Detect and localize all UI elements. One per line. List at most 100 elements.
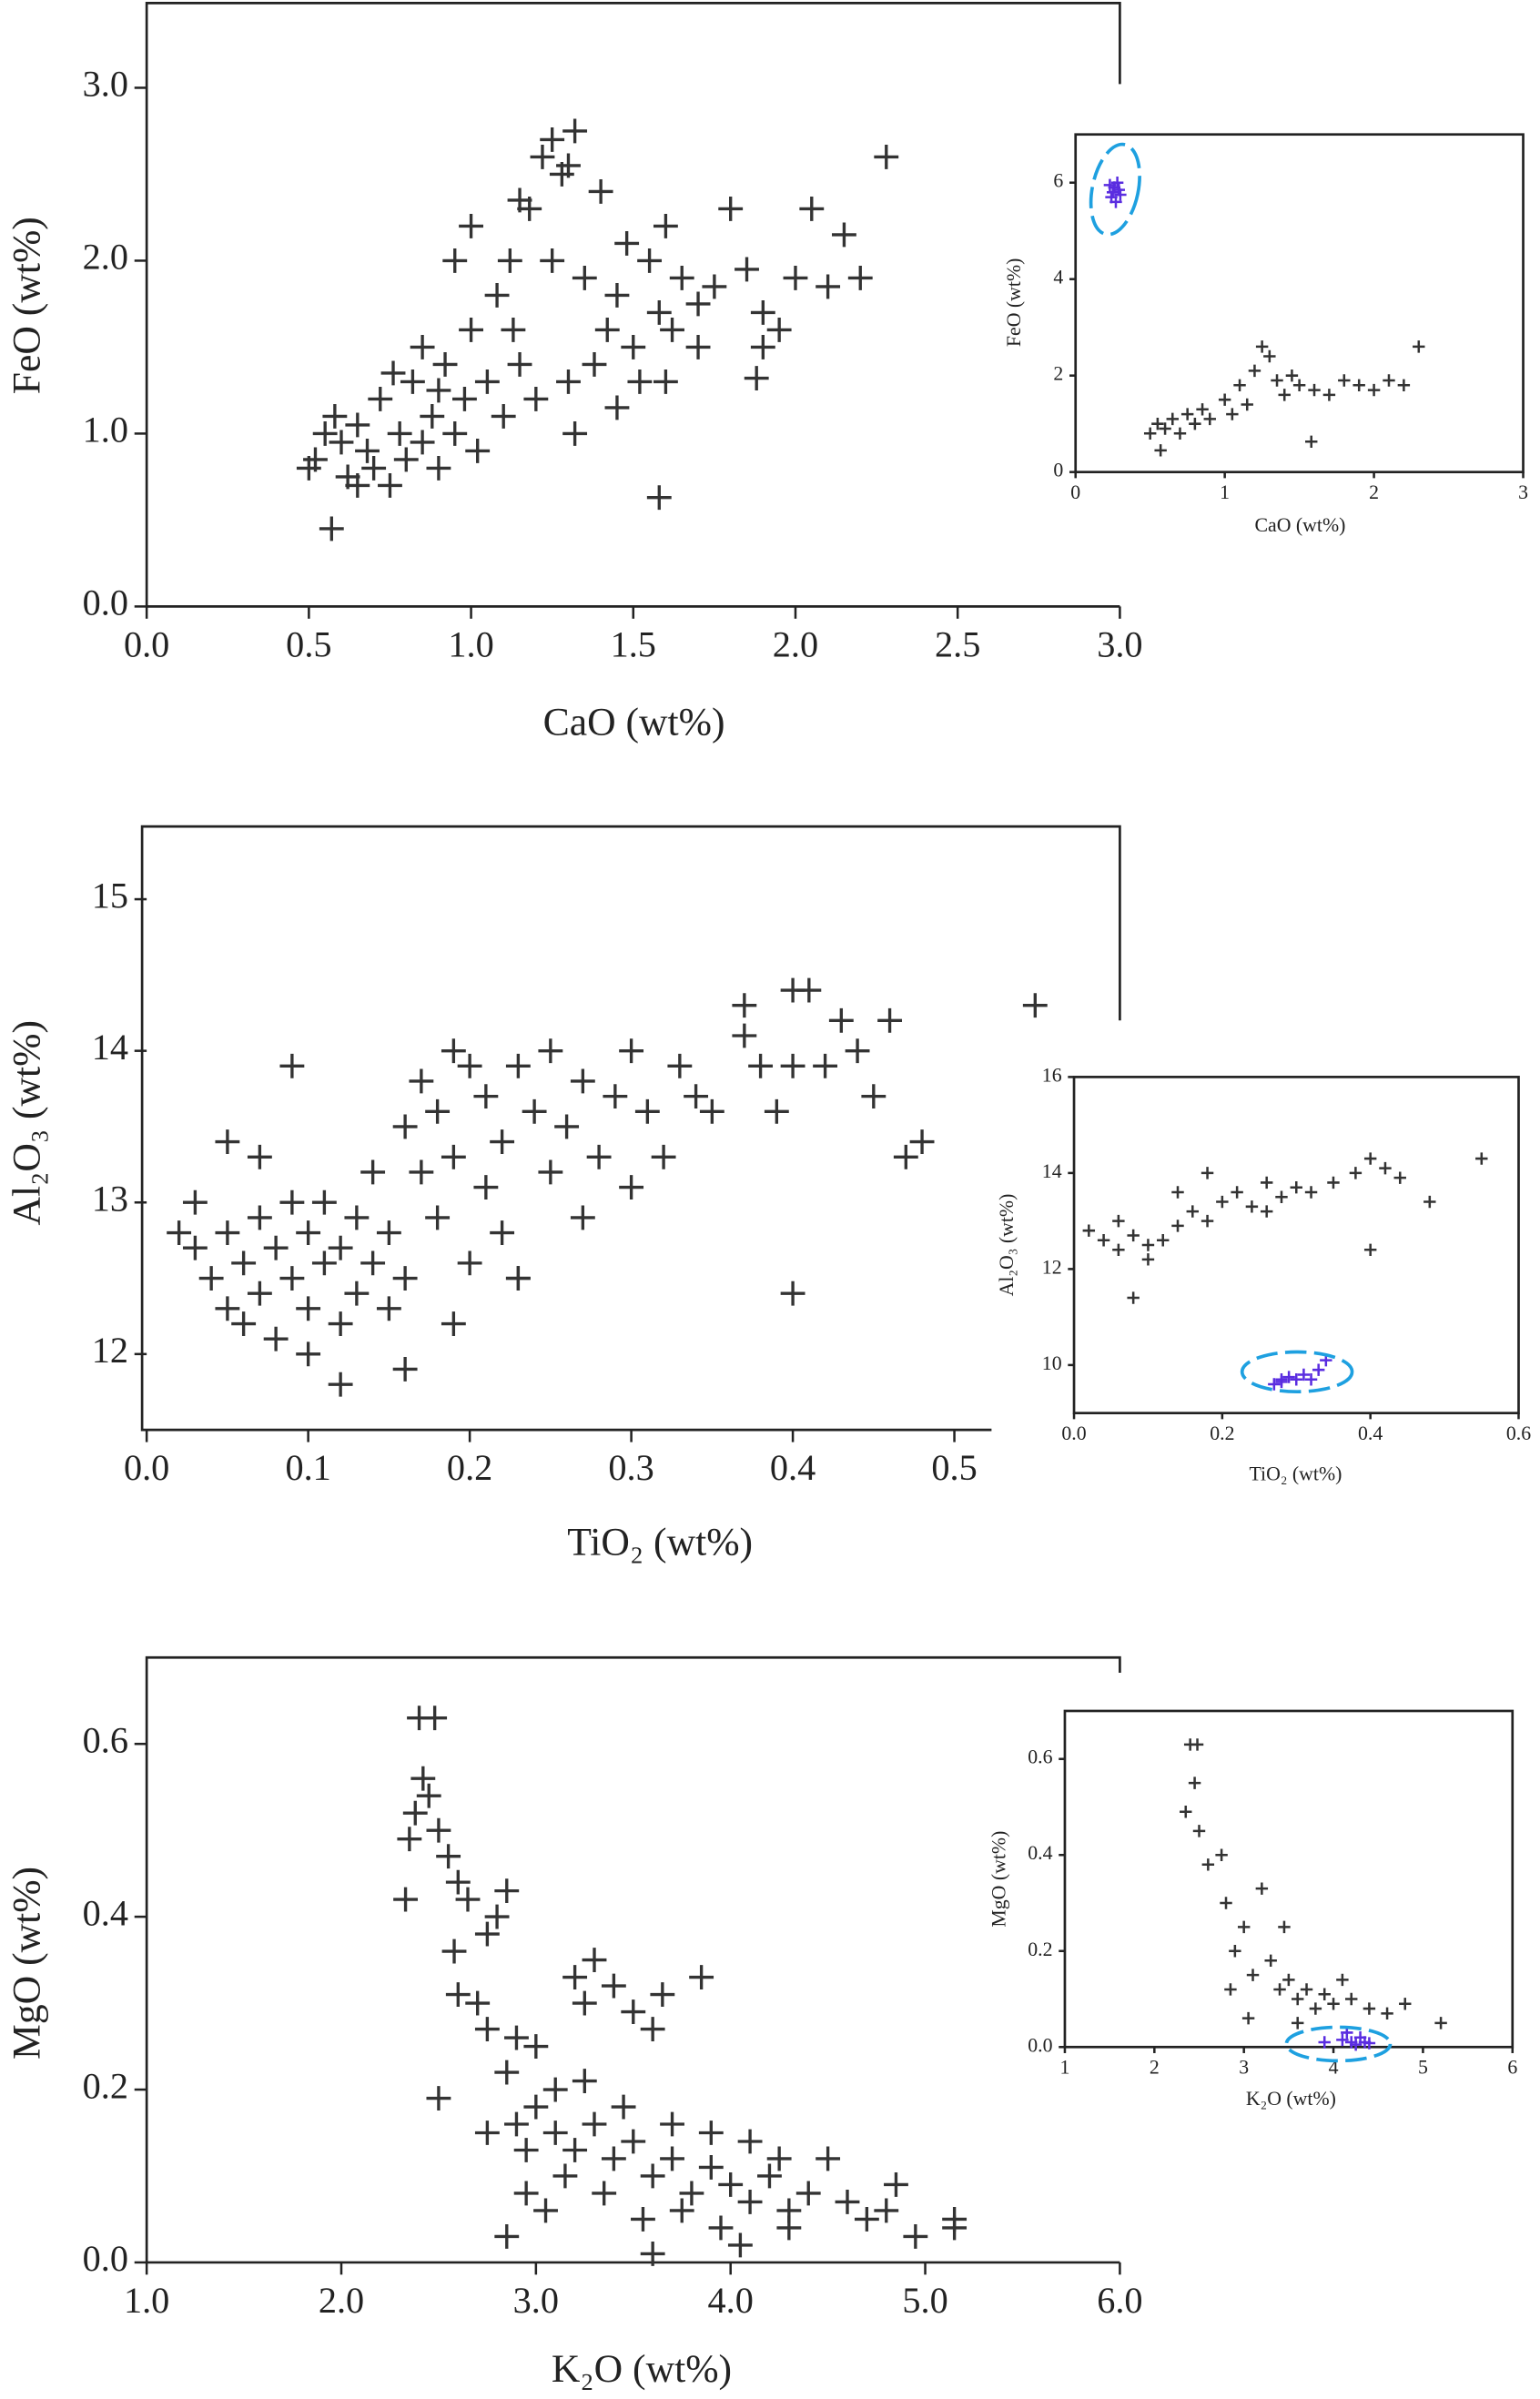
y-axis-label: Al₂O₃ (wt%) [996,1194,1018,1297]
point [231,1250,257,1276]
y-tick-label: 0.2 [1028,1938,1052,1960]
point [1300,1983,1313,1996]
point [1304,1373,1318,1386]
point [572,2069,597,2093]
y-tick-label: 1.0 [83,410,128,450]
point [1112,1214,1125,1228]
point [735,257,759,282]
y-axis-label: MgO (wt%) [988,1831,1009,1928]
y-tick-label: 12 [92,1330,128,1371]
point [634,1098,660,1124]
x-tick-label: 0.5 [286,623,331,664]
point [1127,1291,1140,1304]
point [279,1189,305,1215]
point [473,1084,499,1109]
point [909,1129,935,1155]
point [368,386,393,411]
x-tick-label: 2 [1369,481,1379,503]
point [582,2111,607,2137]
y-tick-label: 10 [1042,1352,1062,1374]
x-axis-label: K₂O (wt%) [1246,2088,1336,2110]
point [732,1023,757,1048]
inset-frame [1063,1709,1515,2049]
point [491,403,516,429]
point [1201,1858,1215,1871]
point [1103,178,1117,192]
point [619,1175,644,1200]
point [1241,398,1253,411]
x-tick-label: 4 [1329,2056,1339,2078]
point [425,1205,451,1230]
point [750,334,775,359]
point [455,1887,481,1912]
point [1171,1220,1184,1232]
point [490,1220,515,1245]
point [426,378,451,403]
point [847,265,873,290]
point [497,248,522,273]
point [1271,374,1283,387]
point [1106,186,1120,199]
point [409,1159,434,1185]
point [884,2172,908,2197]
point [1127,1229,1140,1242]
point [1349,2038,1363,2051]
x-tick-label: 1.0 [448,623,493,664]
point [621,2129,646,2154]
point [1189,417,1201,430]
point [296,1220,321,1245]
point [1381,2007,1393,2020]
point [432,351,458,377]
point [504,2025,529,2050]
point [360,1250,386,1276]
point [660,2146,684,2171]
y-tick-label: 2.0 [83,237,128,278]
point [376,1296,401,1321]
point [1215,1848,1228,1861]
point [402,1800,428,1826]
point [1255,340,1269,353]
point [1218,393,1231,406]
point [586,1144,612,1169]
point [727,2232,753,2258]
y-tick-label: 0 [1053,460,1063,481]
point [799,197,825,221]
point [611,2094,636,2120]
point [1363,1243,1377,1257]
x-tick-label: 0.1 [285,1447,330,1488]
point [698,2155,724,2180]
point [355,438,380,463]
point [653,369,678,394]
point [328,1372,353,1397]
point [279,1266,305,1291]
point [780,1280,805,1306]
point [474,1921,500,1947]
point [392,1266,418,1291]
point [845,1038,870,1064]
y-tick-label: 0.4 [1028,1842,1052,1864]
point [1151,417,1164,430]
point [441,1144,466,1169]
x-tick-label: 0.2 [1210,1422,1234,1444]
scatter-panel: 0.0 0.5 1.0 1.5 2.0 2.5 3.0 0.0 1.0 2.0 3.0 CaO (wt… [5,2,1143,744]
y-tick-label: 0.0 [83,2238,128,2279]
point [556,153,581,178]
point [522,1098,547,1124]
point [604,282,630,308]
point [445,1869,471,1895]
point [816,274,841,299]
point [1318,2036,1331,2049]
point [523,386,549,411]
point [1278,1920,1291,1934]
point [474,2017,500,2041]
x-tick-label: 3.0 [513,2280,559,2321]
x-tick-label: 6 [1507,2056,1517,2078]
point [1399,1998,1412,2010]
x-tick-label: 0.2 [447,1447,492,1488]
point [1110,176,1124,189]
point [776,2215,802,2241]
point [1143,427,1157,440]
y-tick-label: 14 [92,1027,128,1068]
point [1180,408,1194,420]
